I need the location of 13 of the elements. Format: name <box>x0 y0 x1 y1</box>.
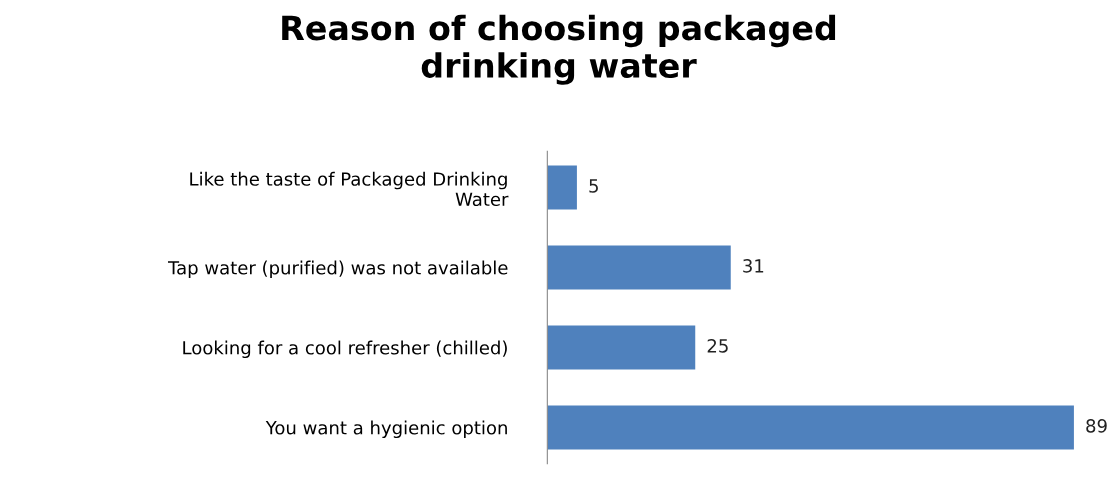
chart-title: Reason of choosing packaged drinking water <box>282 14 836 85</box>
bar <box>547 405 1074 450</box>
bar <box>547 165 577 210</box>
y-tick-label: Tap water (purified) was not available <box>168 260 508 279</box>
y-tick-label: Like the taste of Packaged Drinking Water <box>190 171 509 207</box>
data-label: 31 <box>743 259 764 273</box>
y-tick-label: Looking for a cool refresher (chilled) <box>183 340 507 359</box>
bar <box>547 325 696 370</box>
y-tick-label: You want a hygienic option <box>265 420 507 439</box>
data-label: 5 <box>589 179 598 193</box>
data-label: 25 <box>707 339 728 353</box>
bar <box>547 245 731 290</box>
data-label: 89 <box>1086 418 1107 433</box>
